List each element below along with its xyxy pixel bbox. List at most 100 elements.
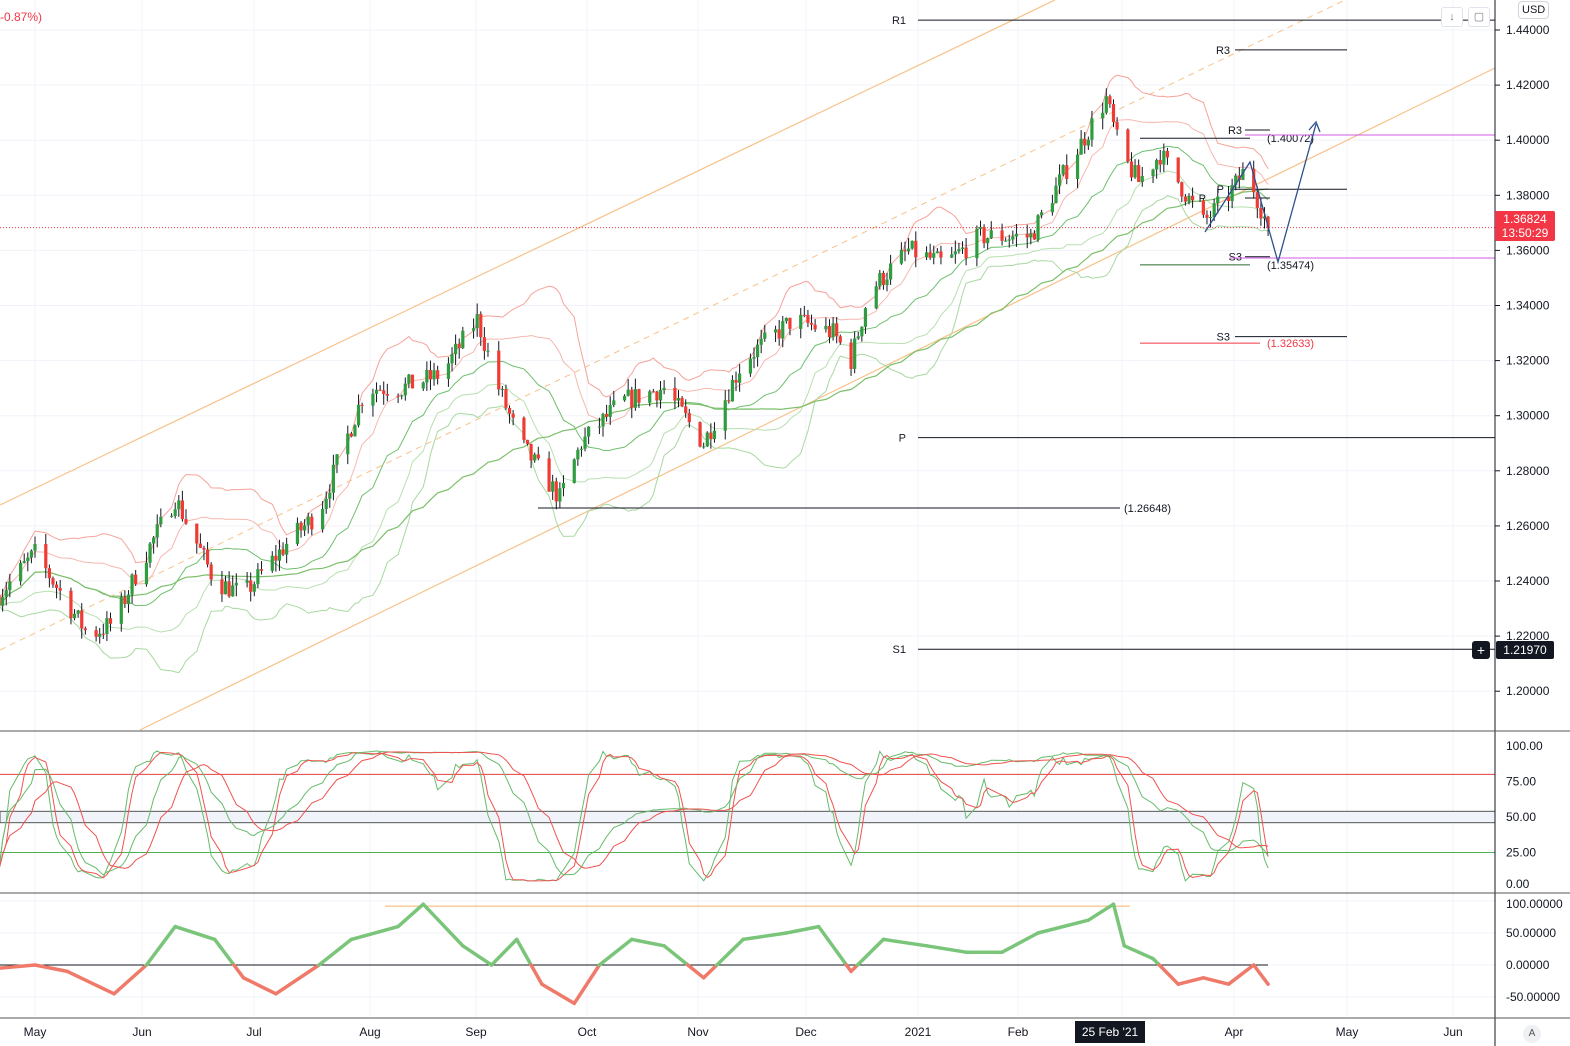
candle-down [44,544,48,569]
plus-icon[interactable]: + [1472,641,1490,659]
osc-segment [0,963,37,970]
candle-down [928,252,932,258]
candle-up [245,580,249,583]
candle-down [1201,200,1205,215]
candle-down [835,323,839,337]
candle-down [914,240,918,258]
candle-up [784,317,788,322]
candle-up [432,370,436,380]
candle-down [1252,169,1256,193]
candle-up [1140,175,1144,182]
fullscreen-icon[interactable]: ▢ [1468,7,1490,27]
candle-down [134,574,138,585]
channel-upper [0,0,1056,506]
candle-down [0,594,1,606]
stoch-slow-k [0,750,1269,876]
candle-up [152,537,156,544]
time-tick-label: 2021 [905,1025,932,1039]
candle-up [1104,96,1108,113]
osc-segment [461,944,494,967]
stoch-tick-label: 25.00 [1506,846,1536,860]
osc-segment [816,924,849,967]
candle-up [648,391,652,403]
candle-up [500,389,504,391]
candle-up [856,336,860,339]
candle-up [356,404,361,426]
current-price: 1.36824 [1503,212,1547,226]
osc-segment [529,963,544,986]
candles [0,88,1270,644]
candle-down [299,522,303,531]
osc-segment [924,944,968,954]
currency-button[interactable]: USD [1518,1,1550,19]
candle-down [709,432,713,440]
candle-up [878,272,882,287]
candle-up [551,481,555,492]
level-label: S1 [893,644,906,656]
candle-up [633,389,637,408]
candle-down [195,523,199,544]
crosshair-date-label: 25 Feb '21 [1075,1021,1145,1043]
candle-up [889,263,893,280]
level-label: (1.26648) [1124,503,1171,515]
time-tick-label: May [24,1025,47,1039]
candle-down [1126,129,1130,162]
stoch-tick-label: 0.00 [1506,877,1530,891]
price-tick-label: 1.22000 [1506,629,1550,643]
candle-up [953,251,957,255]
trend-channel-lines [0,0,1496,731]
candle-down [281,549,285,555]
countdown: 13:50:29 [1501,226,1549,240]
candle-up [98,633,102,637]
auto-scale-button[interactable]: A [1523,1025,1541,1043]
candle-up [72,613,77,619]
candle-up [173,509,177,516]
candle-down [205,549,210,565]
candle-up [1057,174,1062,186]
candle-up [256,569,260,585]
bollinger-bands [0,74,1269,674]
candle-down [651,391,655,393]
candle-up [676,397,681,401]
candle-up [306,516,310,526]
osc-segment [1111,902,1127,948]
crosshair-price-label: 1.21970 [1496,641,1554,659]
candle-down [58,587,62,591]
candle-down [382,390,386,395]
oscillator-pane [0,902,1270,1006]
candle-up [231,585,235,597]
candle-down [1255,192,1259,208]
candle-up [932,253,936,258]
candle-up [1007,239,1011,241]
time-tick-label: Jun [1443,1025,1462,1039]
candle-down [378,389,382,391]
osc-segment [213,937,236,967]
candle-down [180,500,184,520]
candle-up [105,618,109,634]
candle-down [536,454,540,459]
candle-down [504,389,508,408]
candle-up [755,344,760,358]
candle-up [407,374,411,384]
candle-up [177,500,181,510]
lower-band-outer [0,195,1269,674]
candle-up [910,240,914,249]
candle-down [1266,216,1270,228]
candle-up [371,393,375,406]
osc-tick-label: 50.00000 [1506,926,1556,940]
candle-up [960,247,965,250]
osc-segment [715,937,745,967]
grid [0,0,1495,1018]
candle-down [547,458,551,492]
candle-up [1014,233,1019,237]
candle-down [69,590,73,619]
price-tick-label: 1.32000 [1506,354,1550,368]
osc-segment [855,937,886,967]
candle-down [849,342,853,369]
candle-down [777,329,781,339]
time-tick-label: Jun [132,1025,151,1039]
candle-up [626,389,630,396]
arrow-down-icon[interactable]: ↓ [1441,7,1463,27]
candle-up [986,238,990,244]
